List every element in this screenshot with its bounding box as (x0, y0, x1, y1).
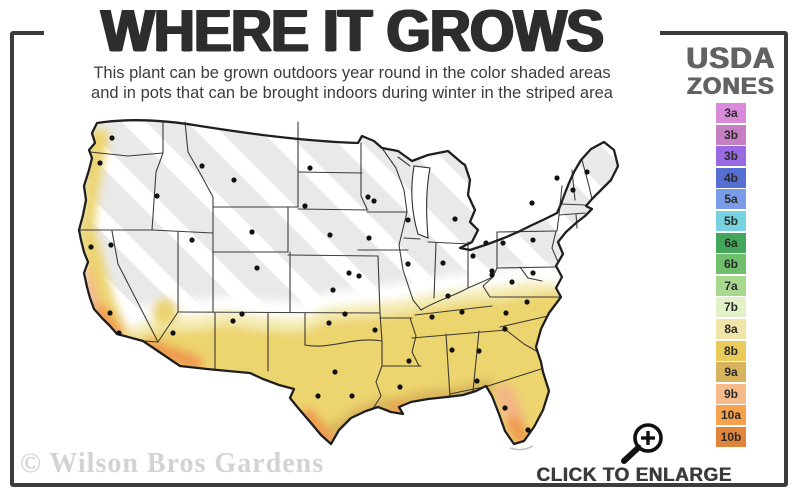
legend-zone-7a: 7a (716, 275, 746, 296)
legend-zone-5a: 5a (716, 189, 746, 210)
click-to-enlarge-label[interactable]: CLICK TO ENLARGE (536, 465, 732, 486)
legend-zone-3a: 3a (716, 103, 746, 123)
legend-zone-6a: 6a (716, 232, 746, 253)
legend-zone-8b: 8b (716, 340, 746, 361)
legend-zone-5b: 5b (716, 210, 746, 231)
legend-zone-10b: 10b (716, 426, 746, 447)
lake-michigan (411, 165, 431, 239)
subtitle-line-2: and in pots that can be brought indoors … (91, 84, 613, 102)
legend-zone-list: 3a 3b 3b 4b 5a 5b 6a 6b 7a 7b 8a 8b 9a 9b 10a 10b (716, 103, 746, 449)
legend-title-line-2: ZONES (687, 73, 775, 100)
legend-title-line-1: USDA (686, 42, 776, 75)
legend-zone-8a: 8a (716, 318, 746, 339)
watermark: © Wilson Bros Gardens (20, 448, 325, 479)
legend-zone-6b: 6b (716, 254, 746, 275)
legend-zone-3b: 3b (716, 146, 746, 167)
legend-zone-10a: 10a (716, 405, 746, 426)
legend-zone-9b: 9b (716, 383, 746, 404)
legend-zone-9a: 9a (716, 362, 746, 383)
legend-title: USDA ZONES (683, 44, 779, 100)
florida-keys (509, 445, 534, 451)
subtitle-line-1: This plant can be grown outdoors year ro… (93, 64, 611, 82)
legend-zone-7b: 7b (716, 297, 746, 318)
city-dots (88, 135, 590, 433)
legend-zone-3b: 3b (716, 124, 746, 145)
subtitle: This plant can be grown outdoors year ro… (44, 63, 660, 103)
magnifier-icon[interactable] (612, 418, 668, 468)
page-title: WHERE IT GROWS (44, 0, 660, 63)
legend-zone-4b: 4b (716, 167, 746, 188)
